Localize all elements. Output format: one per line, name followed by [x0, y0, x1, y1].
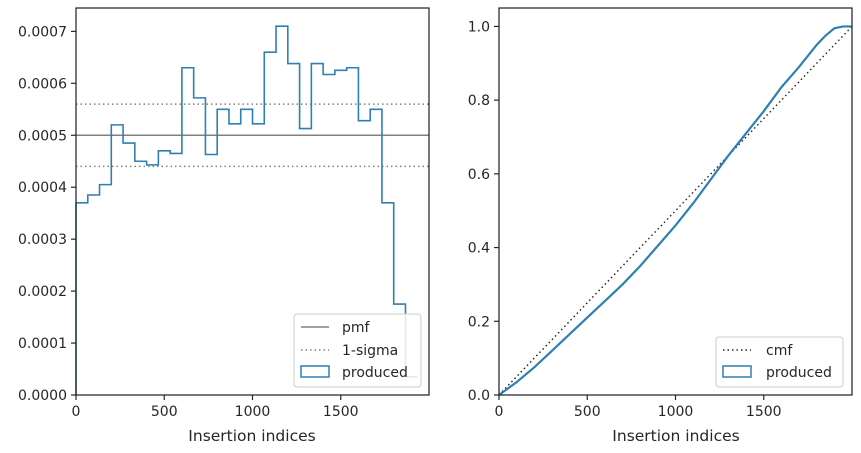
right-axes-frame: [498, 7, 853, 396]
histogram-bin: [182, 68, 194, 395]
right-y-tick-label: 0.2: [468, 314, 490, 330]
left-x-tick-label: 500: [151, 404, 178, 420]
legend-produced-swatch: [300, 365, 330, 378]
histogram-bin: [135, 161, 147, 395]
legend-cmf-label: cmf: [766, 343, 793, 359]
left-y-tick-label: 0.0007: [18, 24, 67, 40]
left-legend: pmf 1-sigma produced: [293, 313, 422, 388]
histogram-bin: [76, 203, 88, 395]
histogram-bin: [123, 143, 135, 395]
histogram-bin: [158, 151, 170, 395]
legend-pmf-label: pmf: [342, 320, 371, 336]
left-y-tick-label: 0.0002: [18, 284, 67, 300]
legend-produced-label-right: produced: [766, 365, 832, 381]
histogram-bin: [194, 98, 206, 395]
left-y-tick-label: 0.0003: [18, 232, 67, 248]
histogram-bin: [88, 195, 100, 395]
pmf-histogram-panel: 0 500 1000 1500 0.00000.00010.00020.00030.0…: [18, 7, 430, 445]
right-x-tick-label: 1000: [658, 404, 694, 420]
left-plot-area: [75, 25, 429, 395]
left-y-tick-label: 0.0000: [18, 388, 67, 404]
right-legend: cmf produced: [715, 336, 844, 388]
produced-cumulative-line: [498, 25, 852, 396]
left-y-tick-label: 0.0006: [18, 76, 67, 92]
left-y-tick-label: 0.0005: [18, 128, 67, 144]
right-x-ticks: 0 500 1000 1500: [495, 395, 782, 420]
left-x-axis-label: Insertion indices: [188, 427, 315, 445]
cmf-panel: 0 500 1000 1500 0.0 0.2 0.4 0.6 0.8 1.0 Insertio…: [468, 7, 853, 445]
histogram-bin: [276, 26, 288, 395]
histogram-bin: [264, 52, 276, 395]
right-x-tick-label: 500: [574, 404, 601, 420]
right-legend-box: [715, 336, 844, 388]
histogram-bin: [111, 125, 123, 395]
right-plot-area: [498, 25, 853, 396]
right-y-tick-label: 0.6: [468, 167, 490, 183]
left-axes-frame: [75, 7, 430, 396]
left-y-tick-label: 0.0001: [18, 336, 67, 352]
produced-step-line: [75, 25, 418, 395]
left-x-tick-label: 0: [72, 404, 81, 420]
left-x-tick-label: 1500: [323, 404, 359, 420]
histogram-bin: [241, 109, 253, 395]
right-y-tick-label: 0.0: [468, 388, 490, 404]
legend-produced-label: produced: [342, 365, 408, 381]
right-y-tick-label: 1.0: [468, 19, 490, 35]
histogram-bin: [170, 153, 182, 395]
histogram-bin: [205, 154, 217, 395]
right-x-tick-label: 1500: [746, 404, 782, 420]
histogram-bin: [100, 185, 112, 395]
left-x-tick-label: 1000: [235, 404, 271, 420]
right-y-ticks: 0.0 0.2 0.4 0.6 0.8 1.0: [468, 19, 499, 404]
right-x-tick-label: 0: [495, 404, 504, 420]
histogram-bin: [253, 124, 265, 395]
histogram-bin: [217, 109, 229, 395]
right-y-tick-label: 0.8: [468, 93, 490, 109]
legend-sigma-label: 1-sigma: [342, 343, 398, 359]
right-y-tick-label: 0.4: [468, 241, 490, 257]
left-y-tick-label: 0.0004: [18, 180, 67, 196]
right-x-axis-label: Insertion indices: [612, 427, 739, 445]
left-y-ticks: 0.0000 0.0001 0.0002 0.0003 0.0004 0.0005 0.00…: [18, 24, 76, 404]
legend-produced-swatch-right: [722, 365, 752, 378]
left-x-ticks: 0 500 1000 1500: [72, 395, 359, 420]
histogram-bin: [229, 124, 241, 395]
histogram-bin: [147, 165, 159, 395]
left-legend-box: [293, 313, 422, 388]
